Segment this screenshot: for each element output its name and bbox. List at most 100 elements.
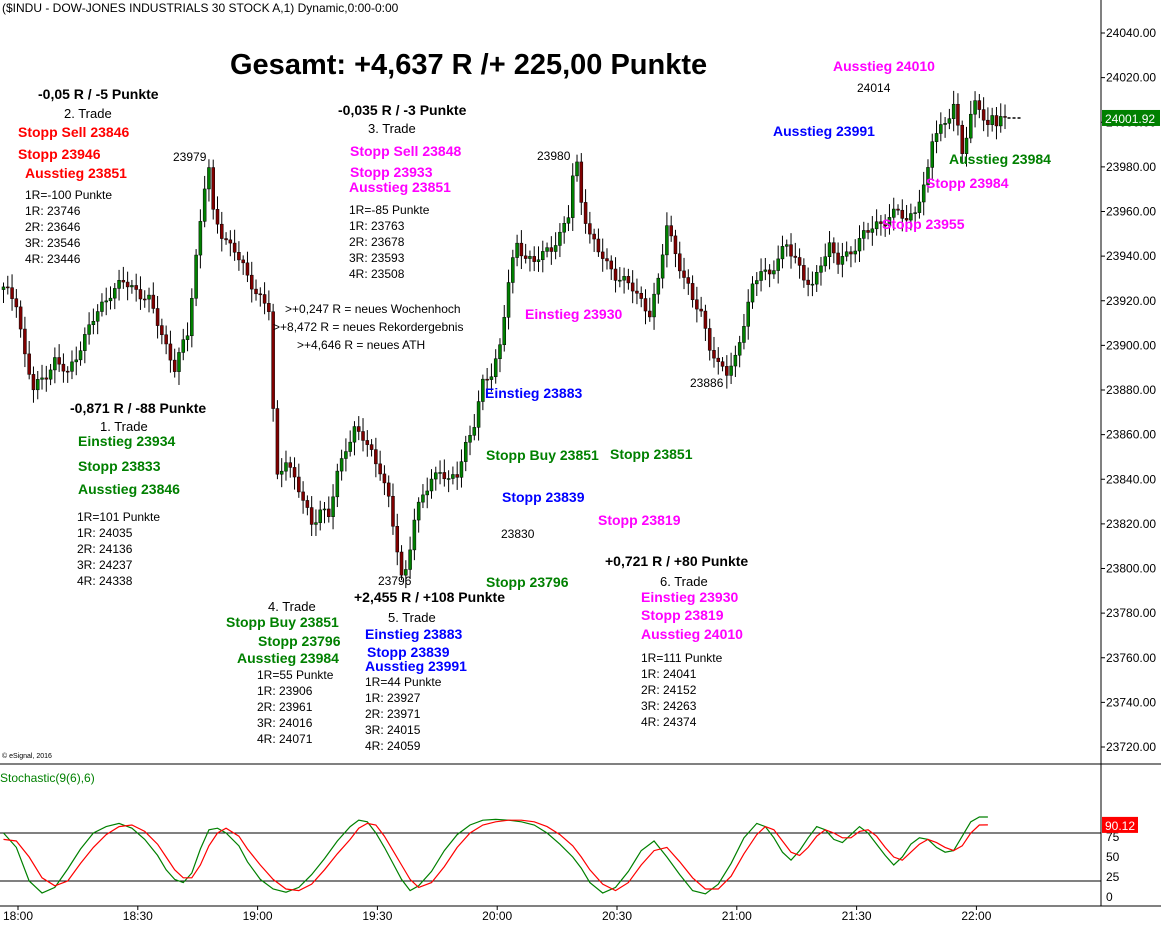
stoch-tick-label: 75	[1106, 830, 1120, 844]
annotation-t1c: Ausstieg 23846	[78, 481, 180, 497]
candle-body	[909, 213, 913, 221]
annotation-t3e: 1R: 23763	[349, 219, 405, 233]
annotation-info1: >+0,247 R = neues Wochenhoch	[285, 302, 461, 316]
candle-body	[660, 254, 665, 279]
annotation-sb23851: Stopp Buy 23851	[486, 447, 599, 463]
candle-body	[134, 285, 138, 290]
annotation-p24014: 24014	[857, 81, 891, 95]
candle-body	[181, 339, 186, 353]
candle-body	[339, 458, 344, 472]
annotation-p23796: 23796	[378, 574, 412, 588]
stoch-line-d	[3, 819, 988, 892]
candle-body	[870, 228, 875, 233]
candle-body	[622, 276, 626, 281]
candle-body	[575, 161, 579, 177]
annotation-t1g: 3R: 24237	[77, 558, 133, 572]
annotation-t6n: 6. Trade	[660, 574, 708, 589]
candle-body	[545, 247, 549, 252]
annotation-a23991: Ausstieg 23991	[773, 123, 875, 139]
candle-body	[763, 269, 768, 272]
candle-body	[887, 217, 892, 227]
y-tick-label: 23820.00	[1106, 517, 1156, 531]
candle-body	[374, 449, 378, 465]
candle-body	[806, 279, 810, 285]
candle-body	[583, 202, 588, 224]
candle-body	[104, 300, 108, 303]
candle-body	[720, 361, 725, 367]
annotation-s23839: Stopp 23839	[502, 489, 585, 505]
annotation-t4a: Stopp Buy 23851	[226, 614, 339, 630]
candle-body	[755, 280, 759, 285]
candle-body	[600, 251, 605, 259]
candle-body	[626, 276, 631, 284]
candle-body	[776, 258, 780, 271]
annotation-t6h: 4R: 24374	[641, 715, 697, 729]
candle-body	[391, 495, 395, 527]
annotation-s23984: Stopp 23984	[926, 175, 1009, 191]
candle-body	[605, 258, 609, 262]
x-tick-label: 18:30	[123, 909, 153, 923]
stoch-tick-label: 50	[1106, 850, 1120, 864]
annotation-t5c: Ausstieg 23991	[365, 658, 467, 674]
annotation-t6r: +0,721 R / +80 Punkte	[605, 553, 749, 569]
annotation-p23980: 23980	[537, 149, 571, 163]
candle-body	[395, 526, 400, 553]
candle-body	[630, 282, 635, 292]
candle-body	[172, 359, 177, 372]
candle-body	[429, 478, 434, 492]
candle-body	[65, 370, 70, 373]
candle-body	[121, 280, 126, 283]
annotation-t6g: 3R: 24263	[641, 699, 697, 713]
candle-body	[934, 133, 939, 142]
candle-body	[100, 301, 104, 312]
candle-body	[288, 462, 293, 468]
annotation-t2a: Stopp Sell 23846	[18, 124, 130, 140]
y-tick-label: 23760.00	[1106, 651, 1156, 665]
candle-body	[254, 288, 258, 295]
annotation-t3c: Ausstieg 23851	[349, 179, 451, 195]
candle-body	[220, 223, 224, 239]
candle-body	[472, 427, 477, 436]
x-tick-label: 20:30	[602, 909, 632, 923]
candle-body	[519, 242, 524, 257]
candle-body	[891, 208, 896, 218]
annotation-t1h: 4R: 24338	[77, 574, 133, 588]
candle-body	[87, 324, 91, 335]
annotation-s23819: Stopp 23819	[598, 512, 681, 528]
annotation-p23886: 23886	[690, 376, 724, 390]
candle-body	[511, 257, 515, 283]
candle-body	[977, 100, 982, 110]
candle-body	[767, 269, 772, 275]
candle-body	[279, 470, 284, 475]
candle-body	[48, 369, 53, 380]
candle-body	[917, 201, 922, 213]
candle-body	[998, 116, 1003, 127]
candle-body	[399, 551, 404, 576]
candle-body	[913, 212, 917, 214]
candle-body	[451, 474, 455, 479]
annotation-t4c: Ausstieg 23984	[237, 650, 339, 666]
candle-body	[986, 119, 990, 125]
annotation-t4b: Stopp 23796	[258, 633, 341, 649]
annotation-info3: >+4,646 R = neues ATH	[297, 338, 426, 352]
y-tick-label: 23940.00	[1106, 249, 1156, 263]
candle-body	[690, 283, 695, 301]
candle-body	[6, 286, 10, 289]
candle-body	[883, 223, 887, 227]
y-tick-label: 23880.00	[1106, 383, 1156, 397]
annotation-a24010: Ausstieg 24010	[833, 58, 935, 74]
candle-body	[862, 230, 866, 239]
annotation-t2c: Ausstieg 23851	[25, 165, 127, 181]
candle-body	[716, 357, 721, 362]
candle-body	[249, 274, 254, 290]
stoch-tick-label: 25	[1106, 870, 1120, 884]
annotation-t1n: 1. Trade	[100, 419, 148, 434]
candle-body	[228, 239, 233, 244]
annotation-t5d: 1R=44 Punkte	[365, 675, 442, 689]
y-tick-label: 23740.00	[1106, 695, 1156, 709]
candle-body	[506, 282, 511, 318]
candle-body	[712, 350, 716, 359]
candle-body	[729, 365, 733, 376]
candle-body	[416, 501, 421, 521]
